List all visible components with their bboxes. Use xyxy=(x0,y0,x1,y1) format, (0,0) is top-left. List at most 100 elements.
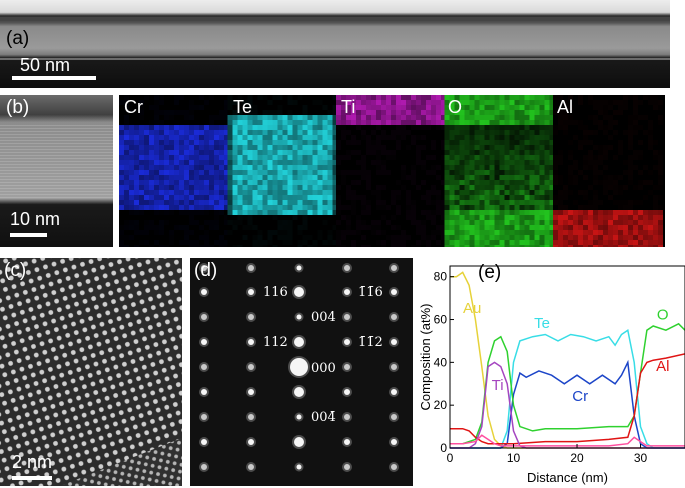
panel-b-scalebar-label: 10 nm xyxy=(10,209,61,229)
eds-label-al: Al xyxy=(557,97,574,117)
panel-d-diffraction xyxy=(199,263,399,472)
series-label-ti: Ti xyxy=(492,377,504,394)
x-tick-label: 20 xyxy=(570,451,584,465)
y-tick-label: 0 xyxy=(440,441,447,455)
panel-d-image: (d) 116 004 112 000 004̄ 1̄1̄6 1̄1̄2 xyxy=(190,258,413,486)
x-tick-label: 30 xyxy=(634,451,648,465)
diffraction-spot xyxy=(201,389,207,395)
eds-map-o xyxy=(444,95,555,247)
diffraction-spot xyxy=(290,358,308,376)
diffraction-spot xyxy=(391,414,397,420)
diffraction-spot xyxy=(201,339,207,345)
diffraction-spot xyxy=(344,389,350,395)
diffraction-spot xyxy=(344,439,350,445)
series-label-cr: Cr xyxy=(572,388,588,405)
diffraction-spot xyxy=(201,439,207,445)
diffraction-spot xyxy=(391,389,397,395)
panel-b-scalebar xyxy=(10,233,47,237)
diffraction-spot xyxy=(201,414,207,420)
x-tick-label: 10 xyxy=(507,451,521,465)
panel-a-micrograph xyxy=(0,0,670,88)
eds-map-al xyxy=(553,95,663,247)
diffraction-spot xyxy=(391,439,397,445)
spot-label-1bar1bar6: 1̄1̄6 xyxy=(358,285,383,300)
series-label-o: O xyxy=(657,307,669,324)
spot-label-112: 112 xyxy=(263,335,288,350)
panel-c-scalebar-label: 2 nm xyxy=(12,452,53,472)
diffraction-spot xyxy=(391,339,397,345)
panel-a-scalebar-label: 50 nm xyxy=(20,55,71,75)
panel-b-label: (b) xyxy=(6,97,30,118)
panel-a-scalebar xyxy=(12,76,96,80)
diffraction-spot xyxy=(344,314,350,320)
spot-label-00-4bar: 004̄ xyxy=(311,410,336,425)
diffraction-spot xyxy=(296,464,302,470)
diffraction-spot xyxy=(294,387,304,397)
diffraction-spot xyxy=(201,464,207,470)
eds-label-o: O xyxy=(448,97,463,117)
panel-c-scalebar xyxy=(12,476,52,480)
diffraction-spot xyxy=(391,289,397,295)
diffraction-spot xyxy=(344,339,350,345)
x-tick-label: 0 xyxy=(447,451,454,465)
series-line-ti xyxy=(450,361,685,449)
diffraction-spot xyxy=(344,414,350,420)
diffraction-spot xyxy=(201,314,207,320)
diffraction-spot xyxy=(248,464,254,470)
diffraction-spot xyxy=(296,314,302,320)
eds-label-ti: Ti xyxy=(341,97,356,117)
eds-label-te: Te xyxy=(233,97,253,117)
diffraction-spot xyxy=(391,464,397,470)
y-tick-label: 60 xyxy=(434,313,448,327)
series-line-unlabeled xyxy=(450,434,685,447)
diffraction-spot xyxy=(294,337,304,347)
eds-map-ti xyxy=(336,95,446,247)
series-label-al: Al xyxy=(656,358,669,375)
diffraction-spot xyxy=(248,414,254,420)
diffraction-spot xyxy=(248,389,254,395)
diffraction-spot xyxy=(294,287,304,297)
x-axis-label: Distance (nm) xyxy=(527,470,608,485)
y-tick-label: 80 xyxy=(434,270,448,284)
series-line-o xyxy=(450,322,685,445)
diffraction-spot xyxy=(248,364,254,370)
diffraction-spot xyxy=(391,265,397,271)
series-line-cr xyxy=(450,359,685,449)
panel-d-label: (d) xyxy=(194,260,218,281)
eds-map-cr xyxy=(119,95,229,247)
diffraction-spot xyxy=(296,414,302,420)
spot-label-116: 116 xyxy=(263,285,288,300)
diffraction-spot xyxy=(344,265,350,271)
diffraction-spot xyxy=(248,314,254,320)
eds-maps: Cr Te Ti O Al xyxy=(119,95,665,247)
panel-b-micrograph xyxy=(0,95,113,247)
panel-e-chart: 0 10 20 30 0 20 40 60 80 Distance (nm) Composition… xyxy=(418,258,685,488)
diffraction-spot xyxy=(201,364,207,370)
eds-maps-canvas xyxy=(119,95,663,247)
series-label-au: Au xyxy=(463,300,481,317)
diffraction-spot xyxy=(344,289,350,295)
spot-label-004: 004 xyxy=(311,310,336,325)
diffraction-spot xyxy=(248,289,254,295)
diffraction-spot xyxy=(344,464,350,470)
diffraction-spot xyxy=(344,364,350,370)
diffraction-spot xyxy=(294,437,304,447)
plot-frame xyxy=(449,265,685,449)
y-axis-label: Composition (at%) xyxy=(418,304,433,411)
panel-c-image: (c) 2 nm xyxy=(0,258,182,486)
diffraction-spot xyxy=(201,265,207,271)
panel-e-label: (e) xyxy=(478,262,502,283)
panel-b-image: (b) 10 nm xyxy=(0,95,113,247)
diffraction-spot xyxy=(296,265,302,271)
y-tick-label: 20 xyxy=(434,398,448,412)
diffraction-spot xyxy=(391,364,397,370)
diffraction-spot xyxy=(248,439,254,445)
diffraction-spot xyxy=(248,339,254,345)
series-line-al xyxy=(450,353,685,445)
diffraction-spot xyxy=(248,265,254,271)
panel-a-image: (a) 50 nm xyxy=(0,0,670,88)
eds-label-cr: Cr xyxy=(124,97,143,117)
composition-chart: 0 10 20 30 0 20 40 60 80 Distance (nm) Composition… xyxy=(418,265,685,485)
diffraction-spot xyxy=(201,289,207,295)
spot-label-1bar1bar2: 1̄1̄2 xyxy=(358,335,383,350)
